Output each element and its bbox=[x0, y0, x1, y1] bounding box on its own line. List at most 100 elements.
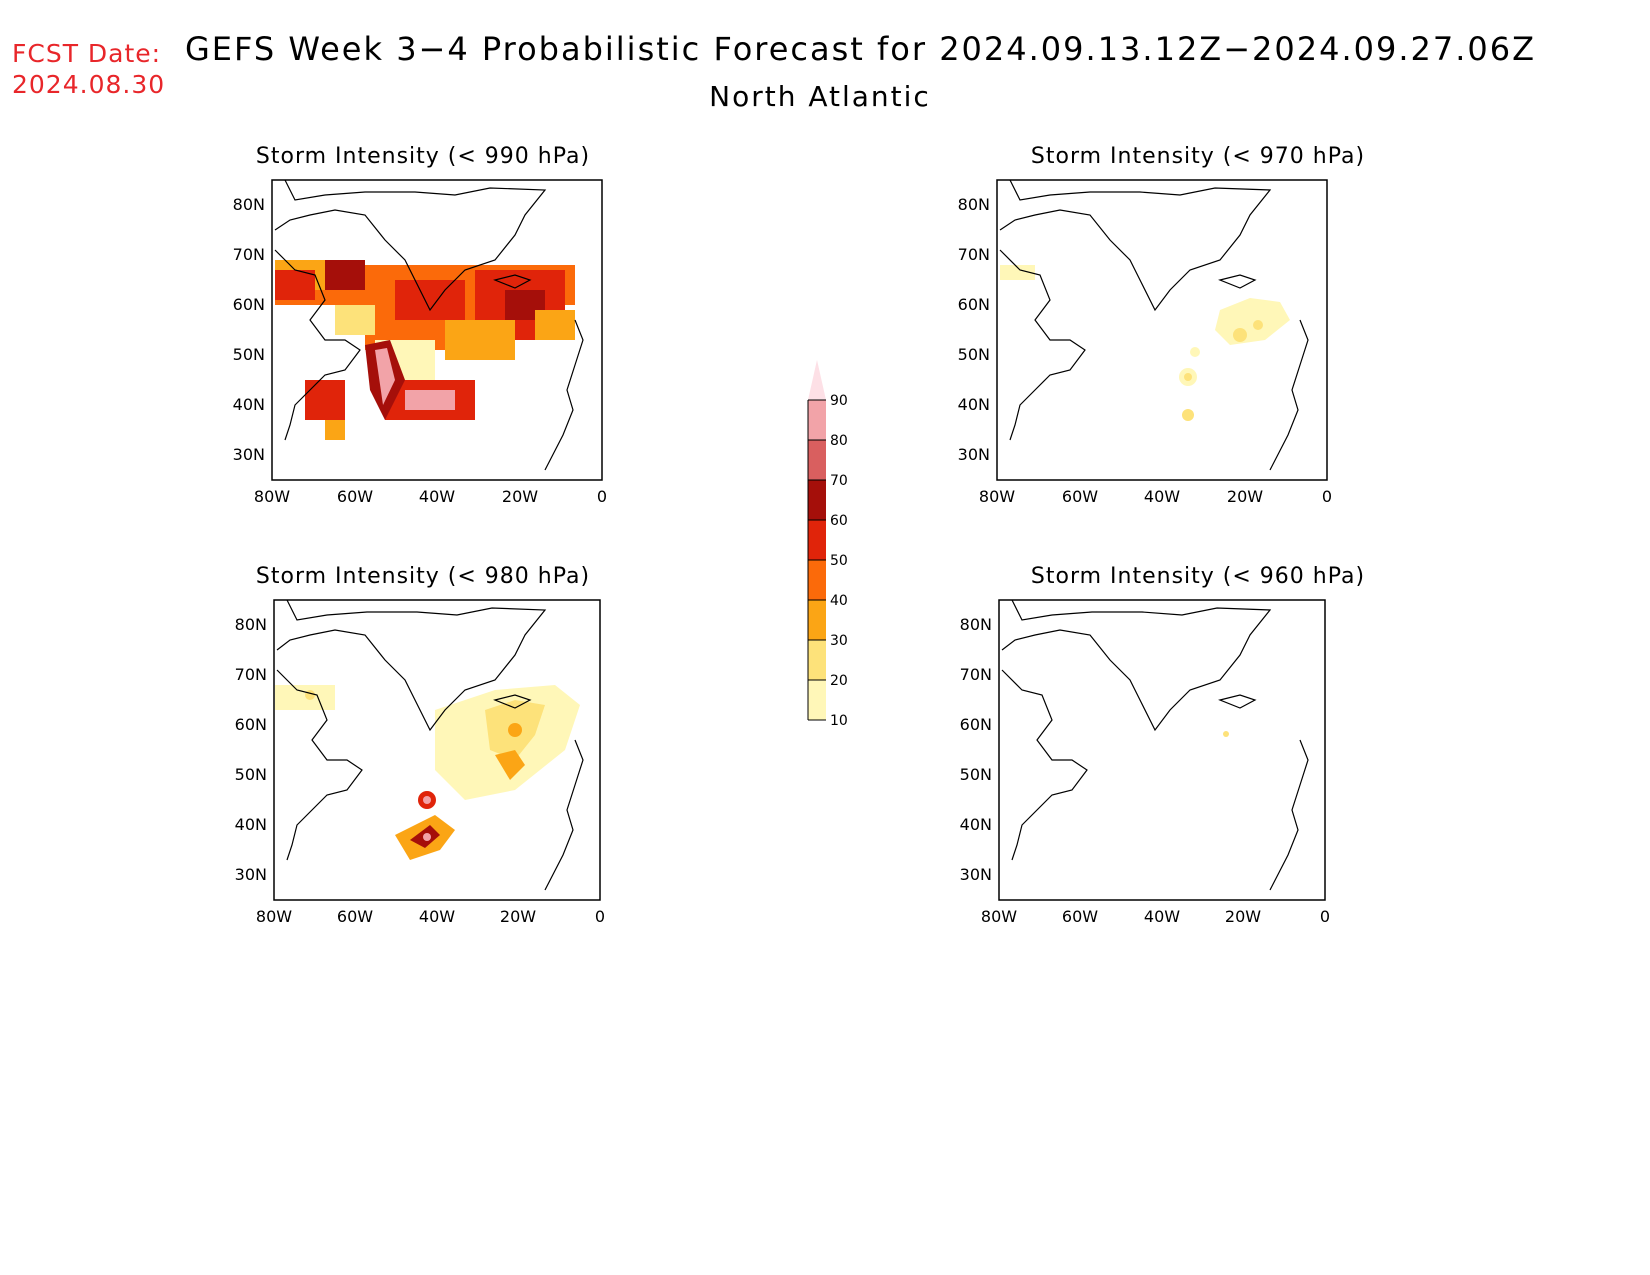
svg-text:0: 0 bbox=[1320, 907, 1330, 926]
colorbar-swatch bbox=[808, 560, 826, 600]
map-frame bbox=[273, 599, 601, 901]
svg-text:80W: 80W bbox=[256, 907, 292, 926]
probability-shading bbox=[275, 685, 580, 860]
svg-text:30N: 30N bbox=[233, 445, 265, 464]
svg-text:0: 0 bbox=[595, 907, 605, 926]
colorbar-swatch bbox=[808, 600, 826, 640]
svg-text:80N: 80N bbox=[960, 615, 992, 634]
svg-text:40W: 40W bbox=[419, 907, 455, 926]
svg-text:60W: 60W bbox=[1062, 907, 1098, 926]
panel-title: Storm Intensity (< 960 hPa) bbox=[1031, 564, 1365, 589]
svg-text:40W: 40W bbox=[1144, 907, 1180, 926]
colorbar-label: 60 bbox=[830, 513, 848, 529]
lon-axis: 80W 60W 40W 20W 0 bbox=[981, 907, 1330, 926]
forecast-date-block: FCST Date: 2024.08.30 bbox=[12, 38, 165, 100]
lat-axis: 80N 70N 60N 50N 40N 30N bbox=[960, 615, 992, 884]
colorbar-label: 90 bbox=[830, 393, 848, 409]
panel-970: Storm Intensity (< 970 hPa) 80N 70N 60N … bbox=[958, 140, 1410, 520]
panel-990: Storm Intensity (< 990 hPa) bbox=[215, 140, 635, 520]
panel-title: Storm Intensity (< 980 hPa) bbox=[256, 564, 590, 589]
svg-text:70N: 70N bbox=[958, 245, 990, 264]
svg-text:60N: 60N bbox=[233, 295, 265, 314]
svg-text:70N: 70N bbox=[960, 665, 992, 684]
svg-text:60W: 60W bbox=[337, 487, 373, 506]
svg-text:50N: 50N bbox=[233, 345, 265, 364]
svg-text:30N: 30N bbox=[958, 445, 990, 464]
svg-text:70N: 70N bbox=[235, 665, 267, 684]
svg-text:0: 0 bbox=[597, 487, 607, 506]
svg-text:60N: 60N bbox=[960, 715, 992, 734]
lon-axis: 80W 60W 40W 20W 0 bbox=[256, 907, 605, 926]
map-990: Storm Intensity (< 990 hPa) bbox=[233, 144, 607, 506]
svg-text:70N: 70N bbox=[233, 245, 265, 264]
forecast-date-label: FCST Date: bbox=[12, 39, 162, 68]
lon-axis: 80W 60W 40W 20W 0 bbox=[254, 487, 607, 506]
svg-text:40N: 40N bbox=[958, 395, 990, 414]
svg-text:40W: 40W bbox=[1144, 487, 1180, 506]
svg-text:80N: 80N bbox=[958, 195, 990, 214]
svg-text:60W: 60W bbox=[337, 907, 373, 926]
lat-axis: 80N 70N 60N 50N 40N 30N bbox=[958, 195, 990, 464]
svg-text:80W: 80W bbox=[981, 907, 1017, 926]
svg-text:40W: 40W bbox=[419, 487, 455, 506]
colorbar-label: 20 bbox=[830, 673, 848, 689]
colorbar-swatch bbox=[808, 520, 826, 560]
panel-title: Storm Intensity (< 990 hPa) bbox=[256, 144, 590, 169]
coastlines bbox=[999, 179, 1309, 471]
svg-text:40N: 40N bbox=[960, 815, 992, 834]
colorbar-swatch bbox=[808, 360, 826, 400]
colorbar-swatch bbox=[808, 400, 826, 440]
svg-text:30N: 30N bbox=[235, 865, 267, 884]
map-frame bbox=[271, 179, 603, 481]
colorbar-label: 40 bbox=[830, 593, 848, 609]
colorbar-svg: 10 20 30 40 50 60 70 80 90 bbox=[807, 360, 848, 729]
svg-text:50N: 50N bbox=[235, 765, 267, 784]
map-frame bbox=[996, 179, 1328, 481]
map-970: Storm Intensity (< 970 hPa) 80N 70N 60N … bbox=[958, 144, 1365, 506]
probability-shading bbox=[275, 260, 575, 440]
lon-axis: 80W 60W 40W 20W 0 bbox=[979, 487, 1332, 506]
colorbar-label: 80 bbox=[830, 433, 848, 449]
svg-text:60N: 60N bbox=[958, 295, 990, 314]
svg-text:20W: 20W bbox=[1227, 487, 1263, 506]
svg-text:50N: 50N bbox=[958, 345, 990, 364]
panel-title: Storm Intensity (< 970 hPa) bbox=[1031, 144, 1365, 169]
colorbar-swatch bbox=[808, 480, 826, 520]
forecast-date-value: 2024.08.30 bbox=[12, 70, 166, 99]
coastlines bbox=[276, 599, 584, 891]
colorbar-swatch bbox=[808, 640, 826, 680]
lat-axis: 80N 70N 60N 50N 40N 30N bbox=[233, 195, 265, 464]
colorbar-label: 30 bbox=[830, 633, 848, 649]
map-frame bbox=[998, 599, 1326, 901]
svg-text:80N: 80N bbox=[233, 195, 265, 214]
colorbar: 10 20 30 40 50 60 70 80 90 bbox=[807, 335, 878, 745]
svg-text:20W: 20W bbox=[502, 487, 538, 506]
colorbar-label: 50 bbox=[830, 553, 848, 569]
region-subtitle: North Atlantic bbox=[709, 80, 931, 113]
lat-axis: 80N 70N 60N 50N 40N 30N bbox=[235, 615, 267, 884]
svg-text:40N: 40N bbox=[233, 395, 265, 414]
svg-text:80W: 80W bbox=[979, 487, 1015, 506]
svg-text:0: 0 bbox=[1322, 487, 1332, 506]
svg-text:50N: 50N bbox=[960, 765, 992, 784]
svg-text:60W: 60W bbox=[1062, 487, 1098, 506]
coastlines bbox=[1001, 599, 1309, 891]
probability-shading bbox=[1000, 265, 1290, 421]
panel-980: Storm Intensity (< 980 hPa) 80N 70N 60N … bbox=[215, 560, 635, 940]
colorbar-swatch bbox=[808, 680, 826, 720]
svg-text:20W: 20W bbox=[1225, 907, 1261, 926]
map-980: Storm Intensity (< 980 hPa) 80N 70N 60N … bbox=[235, 564, 605, 926]
svg-text:60N: 60N bbox=[235, 715, 267, 734]
svg-text:80W: 80W bbox=[254, 487, 290, 506]
colorbar-label: 10 bbox=[830, 713, 848, 729]
probability-shading bbox=[1223, 731, 1229, 737]
map-960: Storm Intensity (< 960 hPa) 80N 70N 60N … bbox=[960, 564, 1365, 926]
svg-text:30N: 30N bbox=[960, 865, 992, 884]
svg-text:80N: 80N bbox=[235, 615, 267, 634]
colorbar-swatch bbox=[808, 440, 826, 480]
svg-text:20W: 20W bbox=[500, 907, 536, 926]
page-title: GEFS Week 3−4 Probabilistic Forecast for… bbox=[185, 30, 1537, 68]
panel-960: Storm Intensity (< 960 hPa) 80N 70N 60N … bbox=[960, 560, 1410, 940]
coastlines bbox=[274, 179, 584, 471]
svg-text:40N: 40N bbox=[235, 815, 267, 834]
